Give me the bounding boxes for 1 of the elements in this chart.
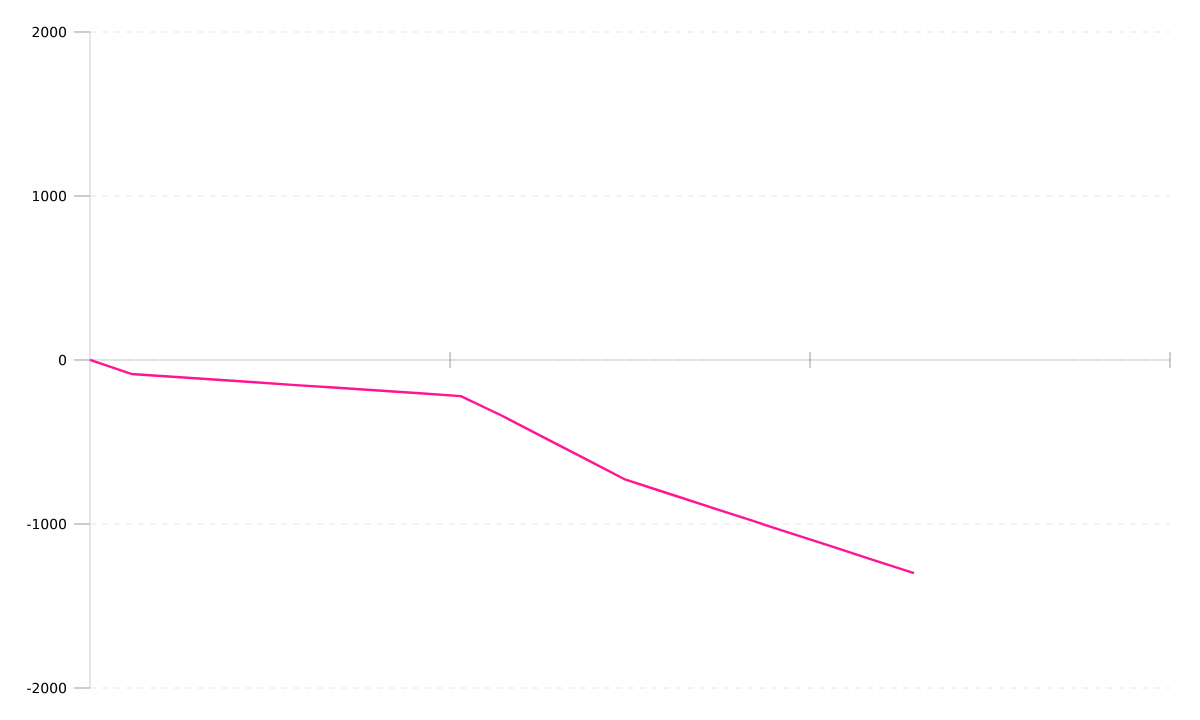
line-series (88, 358, 916, 575)
